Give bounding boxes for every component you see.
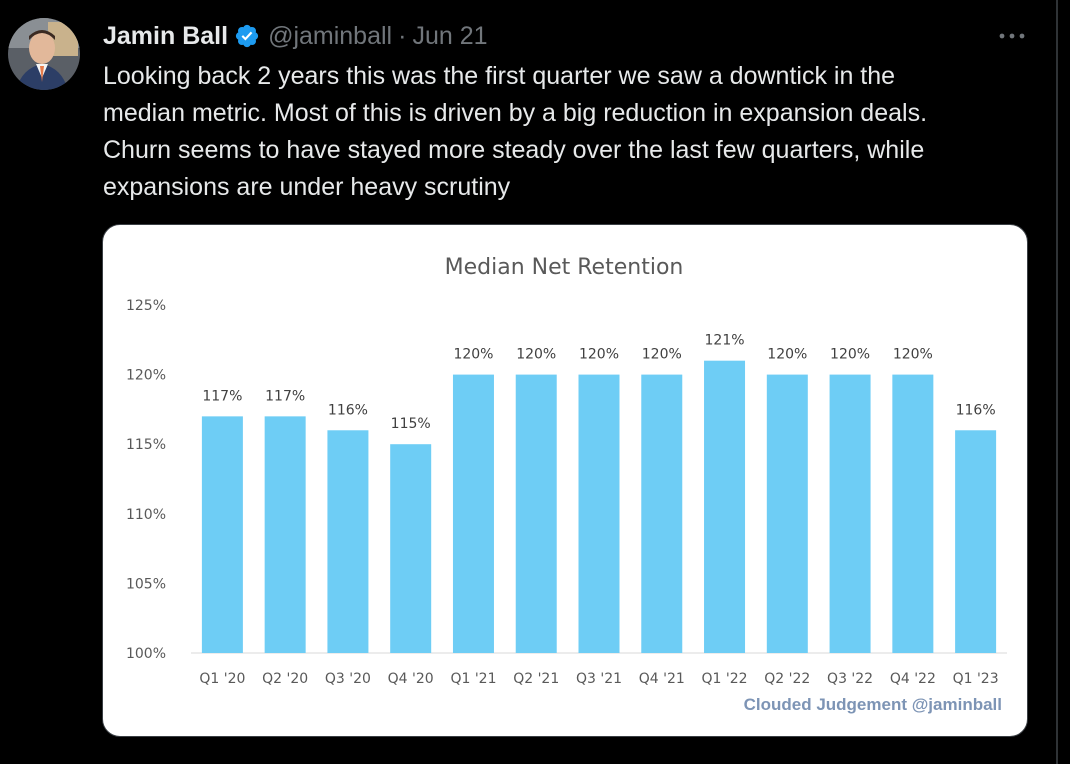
bar xyxy=(829,374,871,653)
y-tick-label: 115% xyxy=(126,437,166,453)
tweet-text-line: Looking back 2 years this was the first … xyxy=(103,62,896,90)
data-label: 120% xyxy=(516,347,556,363)
x-tick-label: Q3 '22 xyxy=(827,671,873,687)
x-tick-label: Q2 '21 xyxy=(513,671,559,687)
y-tick-label: 100% xyxy=(126,646,166,662)
x-tick-label: Q1 '22 xyxy=(702,671,748,687)
verified-badge-icon[interactable] xyxy=(234,23,260,49)
x-tick-label: Q1 '20 xyxy=(199,671,245,687)
chart-title: Median Net Retention xyxy=(445,255,684,280)
x-tick-label: Q3 '21 xyxy=(576,671,622,687)
data-label: 116% xyxy=(956,402,996,418)
y-tick-label: 110% xyxy=(126,507,166,523)
bar xyxy=(892,374,934,653)
bar xyxy=(766,374,808,653)
bar xyxy=(327,430,369,653)
x-tick-label: Q2 '22 xyxy=(764,671,810,687)
data-label: 117% xyxy=(202,388,242,404)
bar xyxy=(515,374,557,653)
tweet-text-line: Churn seems to have stayed more steady o… xyxy=(103,136,925,164)
bar xyxy=(201,416,243,653)
author-avatar[interactable] xyxy=(8,18,80,90)
tweet-text-line: median metric. Most of this is driven by… xyxy=(103,99,928,127)
data-label: 120% xyxy=(642,347,682,363)
x-tick-label: Q4 '22 xyxy=(890,671,936,687)
bar xyxy=(264,416,306,653)
tweet-media-image[interactable]: Median Net Retention 100% 105% 110% 115% 120… xyxy=(102,224,1028,737)
bar xyxy=(704,360,746,653)
chart-watermark: Clouded Judgement @jaminball xyxy=(744,695,1002,714)
tweet-text-line: expansions are under heavy scrutiny xyxy=(103,173,511,201)
more-horizontal-icon[interactable] xyxy=(992,22,1032,50)
x-tick-label: Q2 '20 xyxy=(262,671,308,687)
author-name[interactable]: Jamin Ball xyxy=(103,21,229,50)
data-label: 120% xyxy=(893,347,933,363)
bar xyxy=(390,444,432,653)
data-label: 117% xyxy=(265,388,305,404)
x-tick-label: Q4 '21 xyxy=(639,671,685,687)
data-label: 115% xyxy=(391,416,431,432)
data-label: 120% xyxy=(453,347,493,363)
x-tick-label: Q1 '21 xyxy=(450,671,496,687)
bar xyxy=(955,430,997,653)
data-label: 120% xyxy=(579,347,619,363)
avatar-image xyxy=(8,18,80,90)
bar xyxy=(452,374,494,653)
bar xyxy=(641,374,683,653)
tweet-text: Looking back 2 years this was the first … xyxy=(103,58,1023,206)
x-tick-label: Q1 '23 xyxy=(953,671,999,687)
tweet-date[interactable]: Jun 21 xyxy=(412,21,488,50)
data-label: 121% xyxy=(705,333,745,349)
x-tick-label: Q4 '20 xyxy=(388,671,434,687)
header-separator: · xyxy=(398,21,407,50)
scrollbar[interactable] xyxy=(1056,0,1058,764)
y-tick-label: 105% xyxy=(126,576,166,592)
y-tick-label: 125% xyxy=(126,298,166,314)
tweet-header: Jamin Ball @jaminball · Jun 21 xyxy=(103,20,488,52)
data-label: 120% xyxy=(767,347,807,363)
x-tick-label: Q3 '20 xyxy=(325,671,371,687)
data-label: 116% xyxy=(328,402,368,418)
bar xyxy=(578,374,620,653)
data-label: 120% xyxy=(830,347,870,363)
author-handle[interactable]: @jaminball xyxy=(268,21,393,50)
net-retention-chart: Median Net Retention 100% 105% 110% 115% 120… xyxy=(126,255,1007,714)
y-tick-label: 120% xyxy=(126,368,166,384)
